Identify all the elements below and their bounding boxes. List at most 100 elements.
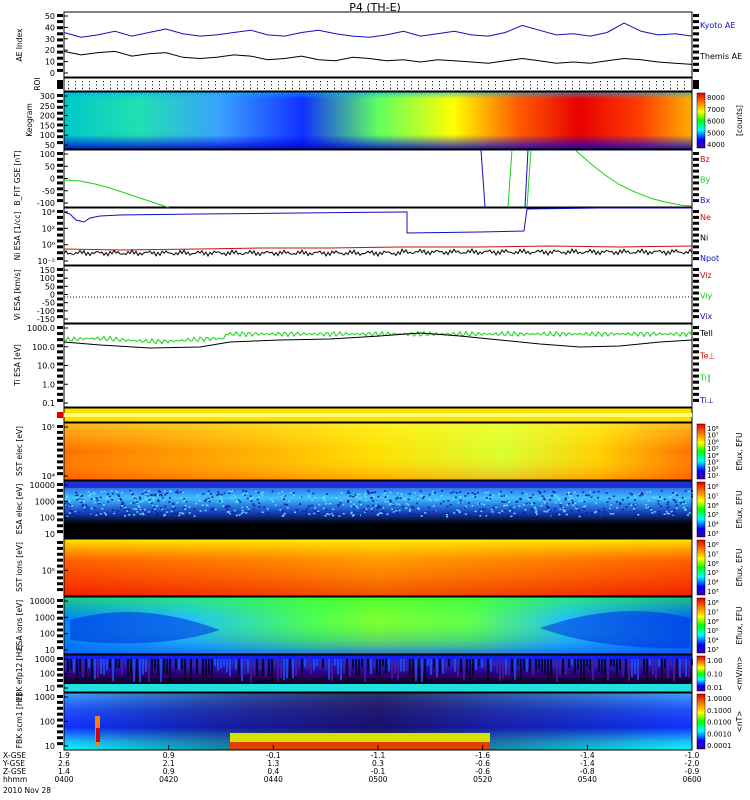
fbk-streak — [247, 659, 249, 674]
esa-speckle — [480, 510, 483, 513]
roi-dot — [677, 84, 678, 86]
legend-density-2: Npot — [700, 254, 719, 263]
esa-speckle — [308, 495, 311, 498]
esa-speckle — [340, 503, 343, 505]
ytick-bfit: -100 — [37, 199, 55, 208]
esa-speckle — [322, 497, 324, 499]
esa-speckle — [142, 513, 145, 516]
esa-speckle — [377, 504, 380, 507]
esa-speckle — [584, 505, 587, 507]
esa-speckle — [612, 513, 615, 515]
colorbar-tick-fbk_b: 0.0010 — [707, 730, 732, 738]
esa-speckle — [182, 513, 185, 515]
footer-label-hhmm: hhmm — [3, 775, 27, 784]
esa-speckle — [584, 515, 587, 517]
edge-tick — [693, 291, 699, 295]
esa-speckle — [401, 505, 404, 508]
edge-tick — [57, 141, 63, 145]
edge-tick — [57, 86, 63, 89]
edge-tick — [57, 742, 63, 746]
edge-tick — [57, 181, 63, 185]
ytick-density: 10⁴ — [42, 208, 55, 217]
esa-speckle — [555, 512, 558, 515]
esa-speckle — [209, 493, 212, 495]
roi-dot — [642, 88, 643, 89]
esa-speckle — [228, 490, 231, 492]
esa-speckle — [160, 493, 163, 496]
roi-dot — [201, 81, 202, 82]
ytick-keogram: 50 — [45, 141, 55, 150]
legend-bfit-1: By — [700, 176, 710, 185]
roi-dot — [236, 84, 237, 86]
esa-speckle — [672, 494, 675, 496]
esa-speckle — [525, 502, 528, 505]
fbk-streak — [547, 659, 549, 680]
esa-speckle — [134, 499, 137, 501]
fbk-streak — [175, 659, 177, 670]
esa-speckle — [274, 513, 276, 516]
fbk-streak — [682, 659, 684, 673]
temperature-panel — [63, 323, 693, 408]
sst-electron-panel — [63, 422, 693, 481]
esa-speckle — [603, 508, 605, 510]
esa-speckle — [234, 501, 237, 504]
esa-speckle — [646, 491, 649, 493]
esa-speckle — [533, 502, 536, 504]
esa-speckle — [419, 494, 422, 497]
esa-speckle — [567, 503, 570, 505]
esa-speckle — [146, 495, 149, 497]
esa-speckle — [373, 496, 375, 498]
esa-speckle — [108, 495, 111, 498]
fbk-streak — [193, 659, 195, 668]
esa-speckle — [371, 493, 374, 496]
ytick-temperature: 1.0 — [42, 380, 55, 389]
roi-dot — [607, 88, 608, 89]
edge-tick — [57, 634, 63, 638]
fbk-streak — [256, 659, 258, 677]
esa-speckle — [261, 494, 264, 496]
esa-speckle — [156, 513, 159, 516]
esa-speckle — [282, 494, 285, 497]
edge-tick — [57, 700, 63, 704]
esa-speckle — [472, 495, 475, 498]
roi-dot — [152, 84, 153, 86]
fbk-band-red — [230, 742, 490, 750]
roi-dot — [460, 88, 461, 89]
esa-speckle — [510, 491, 513, 494]
roi-dot — [341, 84, 342, 86]
esa-speckle — [395, 516, 398, 518]
esa-speckle — [605, 492, 608, 494]
edge-tick — [693, 56, 699, 60]
esa-speckle — [486, 499, 488, 501]
colorbar-tick-esa_e: 10⁵ — [707, 511, 719, 519]
esa-speckle — [299, 503, 301, 505]
roi-dot — [670, 88, 671, 89]
esa-speckle — [589, 491, 591, 493]
edge-tick — [57, 257, 63, 261]
esa-speckle — [107, 493, 110, 496]
esa-speckle — [180, 497, 183, 499]
roi-dot — [677, 81, 678, 82]
roi-dot — [586, 84, 587, 86]
roi-dot — [432, 88, 433, 89]
esa-speckle — [356, 507, 359, 509]
esa-speckle — [172, 502, 175, 505]
esa-speckle — [541, 495, 544, 497]
edge-tick — [57, 483, 63, 486]
esa-speckle — [216, 494, 219, 496]
fbk-streak — [76, 659, 78, 683]
roi-dot — [481, 84, 482, 86]
edge-tick — [57, 169, 63, 173]
footer-value: -1.4 — [580, 759, 595, 768]
esa-speckle — [263, 506, 265, 509]
esa-speckle — [564, 497, 567, 499]
edge-tick — [57, 268, 63, 271]
roi-dot — [117, 81, 118, 82]
ytick-density: 10⁻² — [37, 257, 55, 266]
esa-speckle — [621, 514, 623, 517]
edge-tick — [57, 111, 63, 115]
roi-dot — [502, 84, 503, 86]
roi-dot — [208, 88, 209, 89]
fbk-streak — [676, 659, 678, 680]
